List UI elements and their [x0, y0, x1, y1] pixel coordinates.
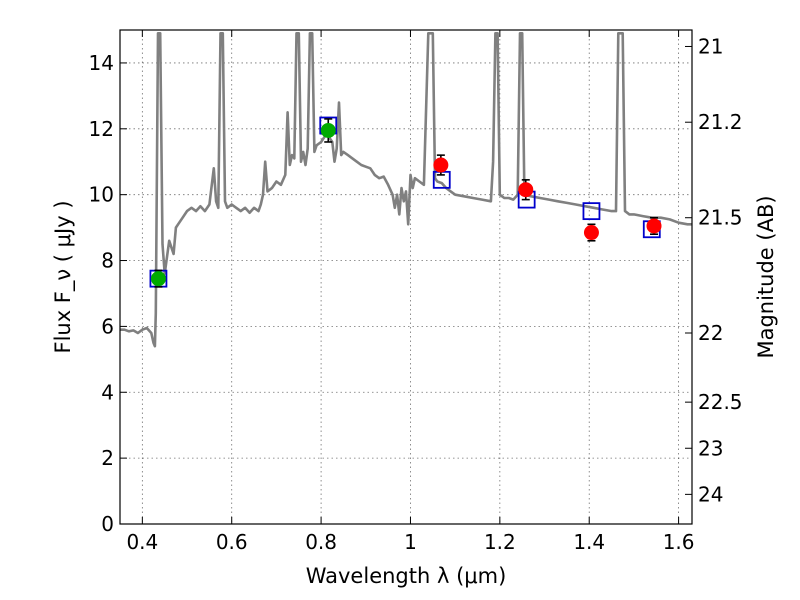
y-tick-label: 8 [101, 249, 114, 273]
y-tick-label: 2 [101, 446, 114, 470]
y2-tick-label: 21.2 [698, 110, 743, 134]
y2-tick-label: 21.5 [698, 206, 743, 230]
plot-area [120, 30, 692, 524]
axis-ticks: 0.4 0.6 0.8 1 1.2 1.4 1.6024681012142121.221.5… [89, 30, 743, 554]
x-axis-title: Wavelength λ (μm) [306, 564, 507, 588]
y2-tick-label: 21 [698, 34, 723, 58]
y-tick-label: 10 [89, 183, 114, 207]
observed-flux-point [583, 225, 599, 241]
y2-tick-label: 22.5 [698, 390, 743, 414]
x-tick-label: 1.2 [484, 530, 516, 554]
observed-flux-point [320, 122, 336, 138]
y2-tick-label: 23 [698, 436, 723, 460]
y2-tick-label: 22 [698, 321, 723, 345]
marker-layer [149, 116, 662, 288]
y-tick-label: 6 [101, 314, 114, 338]
y-tick-label: 14 [89, 51, 114, 75]
x-tick-label: 0.6 [216, 530, 248, 554]
observed-flux-point [646, 218, 662, 234]
y-tick-label: 12 [89, 117, 114, 141]
x-tick-label: 0.4 [126, 530, 158, 554]
x-tick-label: 1.6 [663, 530, 695, 554]
y-tick-label: 4 [101, 380, 114, 404]
model-spectrum-line [120, 31, 692, 348]
y2-tick-label: 24 [698, 482, 723, 506]
x-tick-label: 0.8 [305, 530, 337, 554]
observed-flux-point [518, 182, 534, 198]
y-axis-title: Flux F_ν ( μJy ) [51, 200, 76, 353]
y2-axis-title: Magnitude (AB) [754, 195, 778, 358]
model-photometry-square [582, 202, 601, 221]
observed-flux-point [433, 157, 449, 173]
y-tick-label: 0 [101, 512, 114, 536]
plot-frame [119, 29, 693, 525]
observed-flux-point [150, 271, 166, 287]
x-tick-label: 1.4 [573, 530, 605, 554]
x-tick-label: 1 [404, 530, 417, 554]
data-layer [120, 31, 692, 348]
